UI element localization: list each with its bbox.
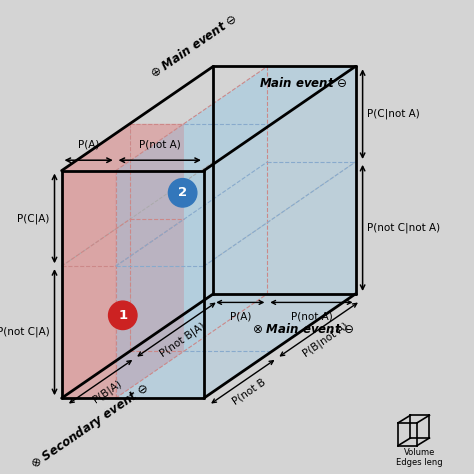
Polygon shape xyxy=(116,66,356,171)
Text: $\otimes$ Main event $\ominus$: $\otimes$ Main event $\ominus$ xyxy=(252,322,355,337)
Polygon shape xyxy=(116,294,356,398)
Polygon shape xyxy=(116,124,184,398)
Polygon shape xyxy=(204,66,356,398)
Text: P(C|not A): P(C|not A) xyxy=(367,109,420,119)
Text: P(not C|not A): P(not C|not A) xyxy=(367,223,440,233)
Text: P(not A): P(not A) xyxy=(291,312,332,322)
Text: P(not B|A): P(not B|A) xyxy=(158,320,208,358)
Polygon shape xyxy=(62,351,184,398)
Text: P(A): P(A) xyxy=(78,140,100,150)
Polygon shape xyxy=(62,171,116,398)
Text: Main event $\ominus$: Main event $\ominus$ xyxy=(259,76,347,90)
Text: P(B|A): P(B|A) xyxy=(91,378,124,405)
Text: 2: 2 xyxy=(178,186,187,200)
Circle shape xyxy=(168,179,197,207)
Text: P(not B: P(not B xyxy=(231,377,268,406)
Polygon shape xyxy=(116,66,267,398)
Text: P(C|A): P(C|A) xyxy=(18,213,50,224)
Text: P(not C|A): P(not C|A) xyxy=(0,327,50,337)
Polygon shape xyxy=(62,124,130,398)
Text: $\otimes$ Secondary event $\ominus$: $\otimes$ Secondary event $\ominus$ xyxy=(27,379,153,473)
Circle shape xyxy=(109,301,137,329)
Text: P(B|not A): P(B|not A) xyxy=(301,320,350,358)
Text: 1: 1 xyxy=(118,309,128,322)
Polygon shape xyxy=(130,124,184,351)
Polygon shape xyxy=(62,124,184,171)
Text: P(not A): P(not A) xyxy=(139,140,181,150)
Text: Volume
Edges leng: Volume Edges leng xyxy=(396,448,443,467)
Polygon shape xyxy=(267,66,356,294)
Polygon shape xyxy=(116,171,204,398)
Text: P(A): P(A) xyxy=(229,312,251,322)
Text: $\oplus$ Main event $\ominus$: $\oplus$ Main event $\ominus$ xyxy=(148,11,241,81)
